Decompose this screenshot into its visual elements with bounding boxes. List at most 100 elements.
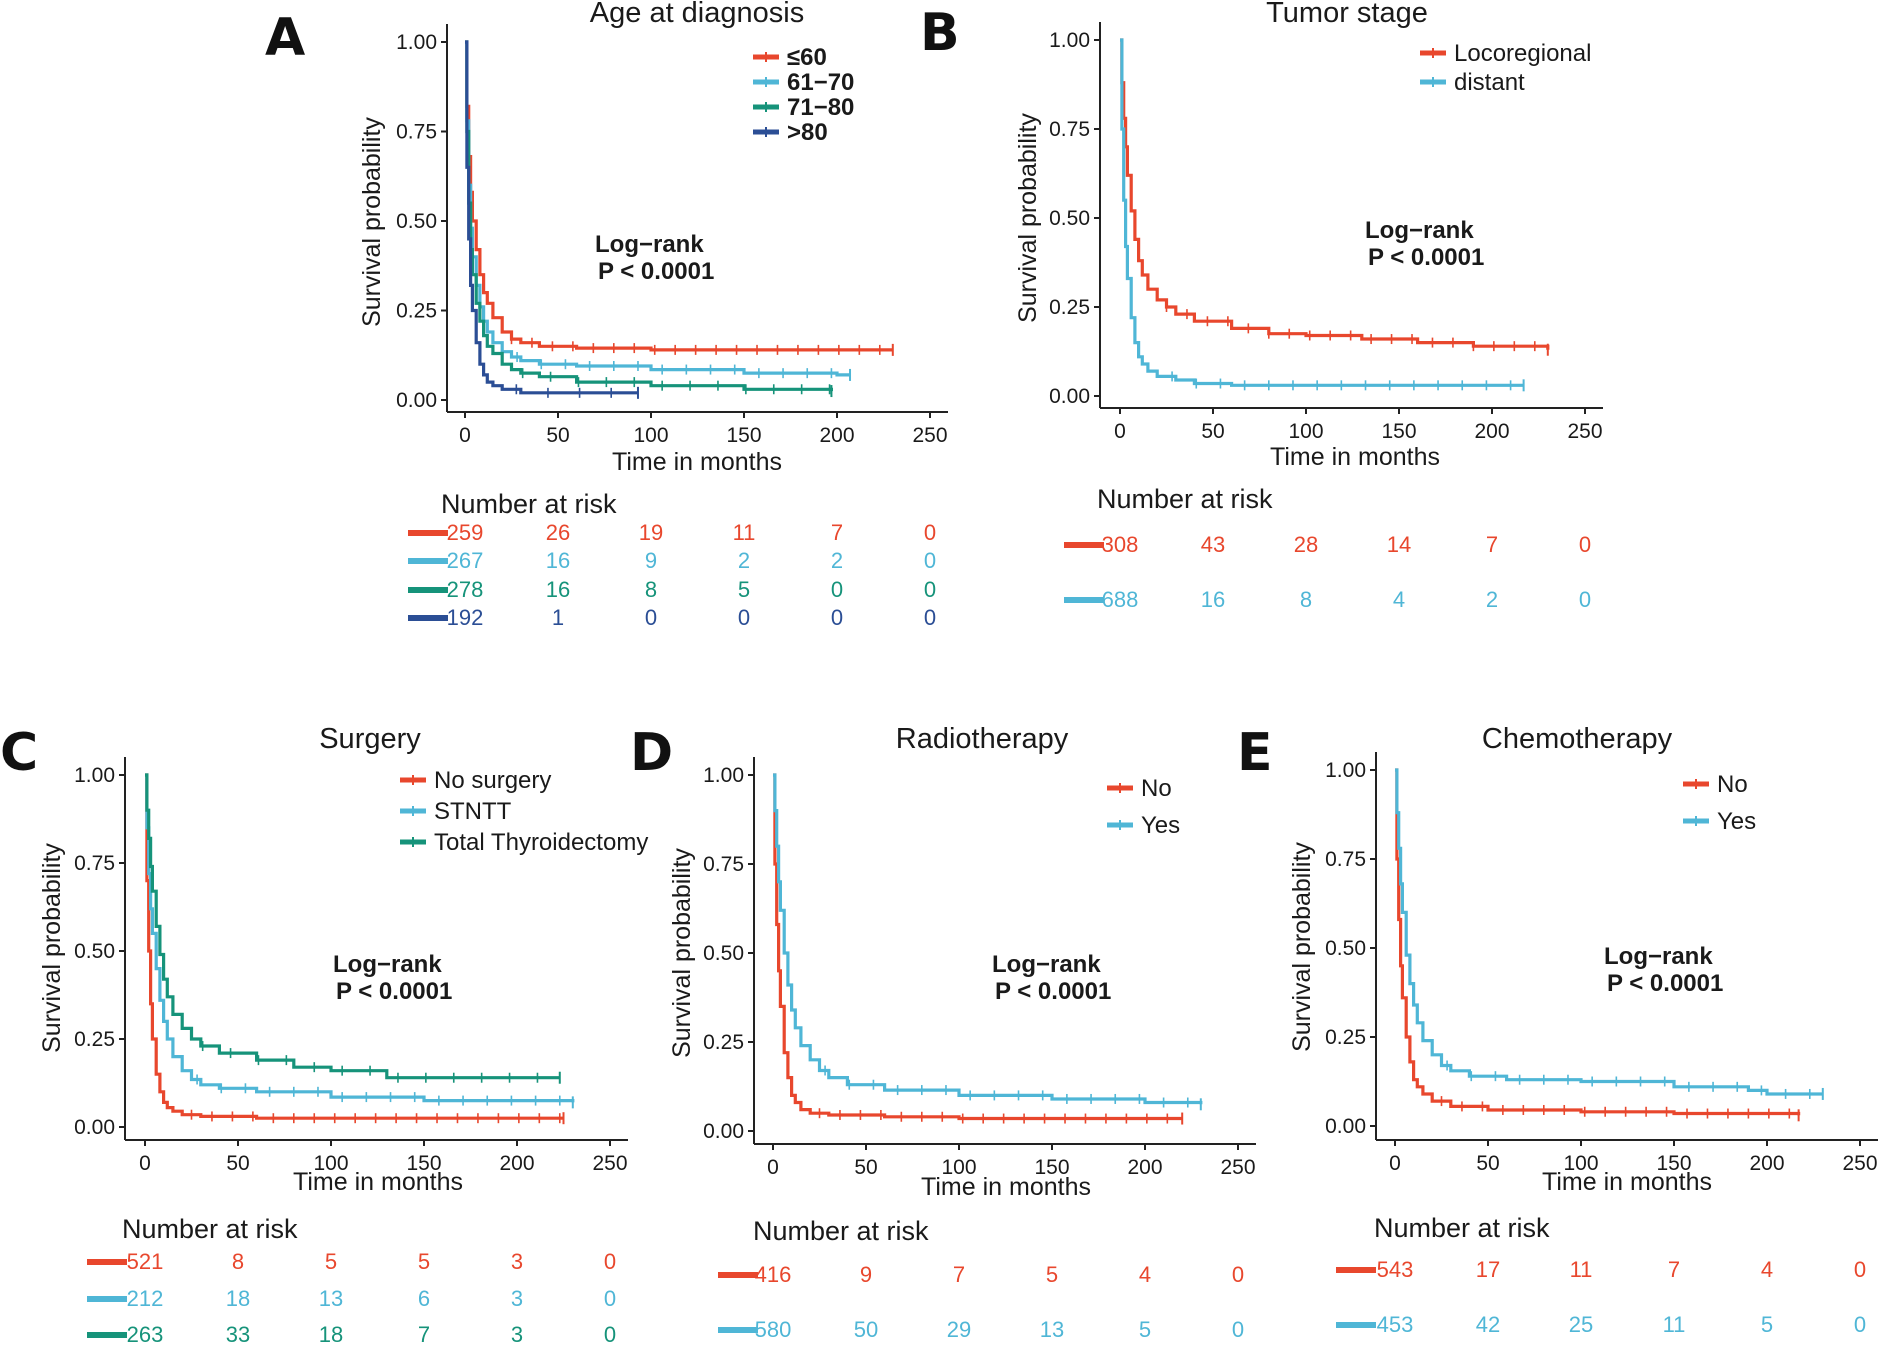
logrank-label: Log−rank xyxy=(992,951,1101,978)
risk-value: 0 xyxy=(924,520,936,545)
legend-label: No xyxy=(1141,775,1172,802)
legend-label: No xyxy=(1717,771,1748,798)
panel-title: Surgery xyxy=(319,723,421,755)
risk-value: 7 xyxy=(1668,1257,1680,1282)
risk-table-title: Number at risk xyxy=(122,1214,298,1244)
risk-value: 5 xyxy=(418,1249,430,1274)
risk-value: 0 xyxy=(604,1286,616,1311)
risk-value: 6 xyxy=(418,1286,430,1311)
x-tick-label: 0 xyxy=(1389,1152,1401,1175)
legend: No Yes xyxy=(1107,775,1180,839)
legend-label: 71−80 xyxy=(787,94,854,121)
y-axis-title: Survival probability xyxy=(668,848,696,1058)
p-value: P < 0.0001 xyxy=(1368,244,1484,271)
risk-value: 688 xyxy=(1102,587,1139,612)
x-tick-label: 250 xyxy=(1567,420,1602,443)
survival-curve xyxy=(773,773,1203,1105)
x-tick-label: 50 xyxy=(546,424,569,447)
risk-value: 0 xyxy=(1232,1262,1244,1287)
panel-title: Chemotherapy xyxy=(1482,723,1673,755)
x-tick-label: 250 xyxy=(912,424,947,447)
risk-value: 17 xyxy=(1476,1257,1500,1282)
p-value: P < 0.0001 xyxy=(598,258,714,285)
risk-value: 5 xyxy=(1046,1262,1058,1287)
panel-title: Radiotherapy xyxy=(896,723,1069,755)
x-tick-label: 50 xyxy=(226,1152,249,1175)
legend: No surgery STNTT Total Thyroidectomy xyxy=(400,767,648,856)
legend-label: No surgery xyxy=(434,767,551,794)
x-tick-label: 150 xyxy=(406,1152,441,1175)
risk-value: 3 xyxy=(511,1322,523,1347)
x-tick-label: 200 xyxy=(819,424,854,447)
y-tick-label: 1.00 xyxy=(703,764,744,787)
panel-letter: C xyxy=(0,723,38,783)
risk-value: 0 xyxy=(1579,532,1591,557)
x-axis-title: Time in months xyxy=(1270,443,1440,471)
panel-letter: A xyxy=(265,8,305,68)
risk-value: 7 xyxy=(1486,532,1498,557)
risk-value: 580 xyxy=(755,1317,792,1342)
risk-value: 28 xyxy=(1294,532,1318,557)
risk-value: 0 xyxy=(831,577,843,602)
risk-value: 19 xyxy=(639,520,663,545)
x-tick-label: 0 xyxy=(1114,420,1126,443)
risk-value: 521 xyxy=(127,1249,164,1274)
risk-value: 11 xyxy=(1663,1312,1686,1337)
panel-letter: B xyxy=(920,3,960,63)
risk-value: 0 xyxy=(924,577,936,602)
x-tick-label: 250 xyxy=(1220,1156,1255,1179)
x-axis-title: Time in months xyxy=(293,1168,463,1196)
risk-value: 453 xyxy=(1377,1312,1414,1337)
x-tick-label: 100 xyxy=(1288,420,1323,443)
risk-value: 42 xyxy=(1476,1312,1500,1337)
y-tick-label: 0.75 xyxy=(1049,118,1090,141)
survival-curve xyxy=(465,40,893,352)
y-tick-label: 0.25 xyxy=(396,300,437,323)
survival-curve xyxy=(1120,38,1524,387)
x-tick-label: 150 xyxy=(1656,1152,1691,1175)
risk-value: 0 xyxy=(1854,1312,1866,1337)
survival-curve xyxy=(145,773,575,1103)
risk-value: 263 xyxy=(127,1322,164,1347)
risk-value: 7 xyxy=(953,1262,965,1287)
risk-value: 0 xyxy=(831,605,843,630)
survival-curve xyxy=(1120,38,1550,350)
risk-value: 0 xyxy=(924,605,936,630)
y-tick-label: 0.75 xyxy=(396,121,437,144)
y-axis-title: Survival probability xyxy=(38,843,66,1053)
risk-table-title: Number at risk xyxy=(441,489,617,519)
y-tick-label: 0.75 xyxy=(74,852,115,875)
y-tick-label: 0.50 xyxy=(1325,937,1366,960)
risk-value: 4 xyxy=(1139,1262,1151,1287)
x-tick-label: 150 xyxy=(1034,1156,1069,1179)
panel-letter: E xyxy=(1237,723,1273,783)
y-axis-title: Survival probability xyxy=(358,117,386,327)
survival-curve xyxy=(1395,768,1823,1096)
x-tick-label: 50 xyxy=(1201,420,1224,443)
y-tick-label: 0.75 xyxy=(1325,848,1366,871)
panel-letter: D xyxy=(630,723,673,783)
y-tick-label: 0.75 xyxy=(703,853,744,876)
y-tick-label: 0.25 xyxy=(1325,1026,1366,1049)
risk-value: 259 xyxy=(447,520,484,545)
x-tick-label: 100 xyxy=(941,1156,976,1179)
p-value: P < 0.0001 xyxy=(1607,970,1723,997)
risk-value: 7 xyxy=(831,520,843,545)
risk-value: 3 xyxy=(511,1249,523,1274)
risk-value: 13 xyxy=(1040,1317,1064,1342)
risk-value: 2 xyxy=(1486,587,1498,612)
risk-value: 0 xyxy=(1579,587,1591,612)
y-tick-label: 0.50 xyxy=(1049,207,1090,230)
legend-label: >80 xyxy=(787,119,828,146)
risk-value: 18 xyxy=(319,1322,343,1347)
x-tick-label: 0 xyxy=(459,424,471,447)
risk-value: 9 xyxy=(645,548,657,573)
y-tick-label: 0.50 xyxy=(74,940,115,963)
risk-value: 8 xyxy=(1300,587,1312,612)
x-tick-label: 100 xyxy=(313,1152,348,1175)
risk-value: 2 xyxy=(831,548,843,573)
y-tick-label: 0.00 xyxy=(1049,385,1090,408)
legend-label: distant xyxy=(1454,69,1525,96)
risk-table-title: Number at risk xyxy=(1374,1213,1550,1243)
y-tick-label: 0.00 xyxy=(1325,1115,1366,1138)
